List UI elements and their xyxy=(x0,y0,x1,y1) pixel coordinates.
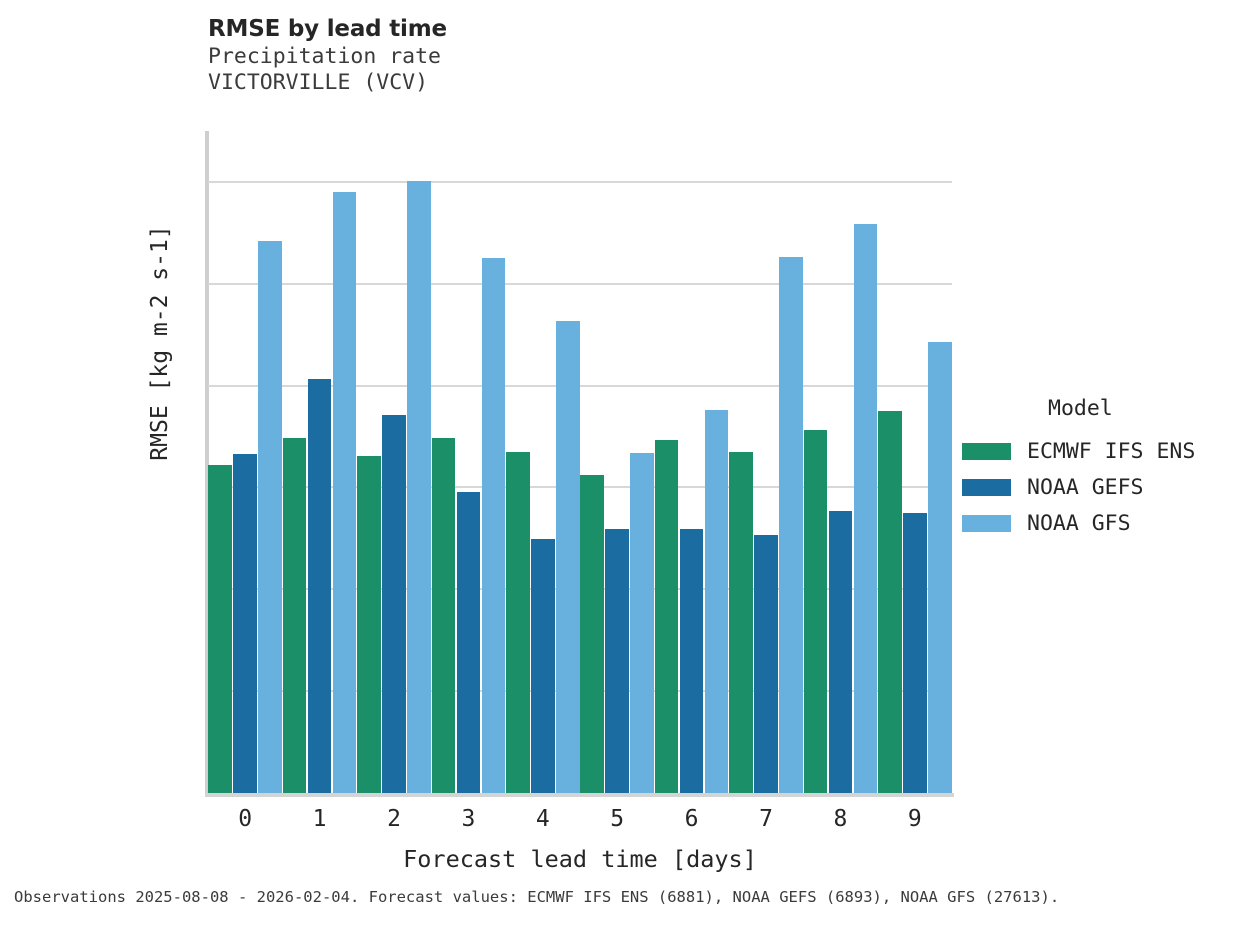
gridline xyxy=(208,384,952,387)
x-tick-label: 8 xyxy=(833,806,848,832)
bar-noaa-gefs-lead-8[interactable] xyxy=(828,510,853,793)
x-tick-label: 9 xyxy=(907,806,922,832)
bar-ecmwf-ifs-ens-lead-0[interactable] xyxy=(208,464,232,793)
bar-ecmwf-ifs-ens-lead-1[interactable] xyxy=(282,437,307,793)
bar-noaa-gefs-lead-7[interactable] xyxy=(754,534,778,793)
y-axis-spine xyxy=(205,131,209,796)
bar-ecmwf-ifs-ens-lead-4[interactable] xyxy=(506,452,530,793)
bar-noaa-gfs-lead-9[interactable] xyxy=(928,342,952,793)
legend-item-ecmwf-ifs-ens[interactable]: ECMWF IFS ENS xyxy=(962,433,1247,469)
title-block: RMSE by lead time Precipitation rate VIC… xyxy=(208,14,968,96)
bar-ecmwf-ifs-ens-lead-7[interactable] xyxy=(729,451,753,793)
x-axis-tick-labels: 0 1 2 3 4 5 6 7 8 9 xyxy=(208,806,952,842)
x-tick-label: 1 xyxy=(312,806,327,832)
bar-noaa-gfs-lead-2[interactable] xyxy=(407,181,431,793)
chart-station-label: VICTORVILLE (VCV) xyxy=(208,70,429,95)
legend: Model ECMWF IFS ENS NOAA GEFS NOAA GFS xyxy=(962,396,1247,541)
chart-subtitle: Precipitation rate xyxy=(208,44,441,69)
page-title: RMSE by lead time xyxy=(208,16,447,42)
footer-caption: Observations 2025-08-08 - 2026-02-04. Fo… xyxy=(14,888,1060,906)
bar-noaa-gefs-lead-4[interactable] xyxy=(531,538,555,793)
legend-item-label: NOAA GFS xyxy=(1027,510,1131,536)
legend-swatch-icon xyxy=(962,514,1011,532)
x-tick-label: 5 xyxy=(610,806,625,832)
bar-ecmwf-ifs-ens-lead-3[interactable] xyxy=(431,437,456,793)
x-tick-label: 2 xyxy=(387,806,401,832)
bar-noaa-gfs-lead-4[interactable] xyxy=(556,320,580,793)
x-tick-label: 0 xyxy=(238,806,253,832)
gridline xyxy=(208,282,952,285)
bar-noaa-gfs-lead-3[interactable] xyxy=(481,258,506,793)
bar-noaa-gefs-lead-2[interactable] xyxy=(382,415,406,793)
bar-noaa-gefs-lead-0[interactable] xyxy=(233,453,257,793)
legend-item-noaa-gefs[interactable]: NOAA GEFS xyxy=(962,469,1247,505)
gridline xyxy=(208,588,952,591)
bar-noaa-gefs-lead-3[interactable] xyxy=(456,492,481,793)
bar-ecmwf-ifs-ens-lead-5[interactable] xyxy=(580,475,604,793)
x-tick-label: 3 xyxy=(461,806,476,832)
x-tick-label: 7 xyxy=(759,806,773,832)
bar-noaa-gefs-lead-6[interactable] xyxy=(679,529,704,793)
legend-item-noaa-gfs[interactable]: NOAA GFS xyxy=(962,505,1247,541)
bar-ecmwf-ifs-ens-lead-9[interactable] xyxy=(878,411,902,793)
bar-ecmwf-ifs-ens-lead-8[interactable] xyxy=(803,429,828,793)
bar-noaa-gfs-lead-8[interactable] xyxy=(853,224,878,793)
bar-noaa-gfs-lead-5[interactable] xyxy=(630,453,654,793)
bar-noaa-gefs-lead-5[interactable] xyxy=(605,528,629,793)
bar-noaa-gefs-lead-1[interactable] xyxy=(307,379,332,793)
bar-ecmwf-ifs-ens-lead-6[interactable] xyxy=(654,440,679,793)
gridline xyxy=(208,180,952,183)
bar-noaa-gfs-lead-0[interactable] xyxy=(258,240,282,793)
x-tick-label: 4 xyxy=(535,806,550,832)
legend-title: Model xyxy=(1048,396,1113,421)
legend-item-label: ECMWF IFS ENS xyxy=(1027,438,1196,464)
bar-noaa-gfs-lead-6[interactable] xyxy=(704,409,729,793)
x-axis-title: Forecast lead time [days] xyxy=(403,845,757,873)
legend-swatch-icon xyxy=(962,478,1011,496)
legend-entries: ECMWF IFS ENS NOAA GEFS NOAA GFS xyxy=(962,433,1247,541)
plot-area xyxy=(208,131,952,793)
bar-noaa-gefs-lead-9[interactable] xyxy=(903,513,927,793)
gridline xyxy=(208,690,952,693)
x-tick-label: 6 xyxy=(684,806,699,832)
bar-noaa-gfs-lead-7[interactable] xyxy=(779,257,803,793)
gridline xyxy=(208,486,952,489)
bar-noaa-gfs-lead-1[interactable] xyxy=(332,192,357,793)
x-axis-spine xyxy=(205,793,954,797)
legend-swatch-icon xyxy=(962,442,1011,460)
legend-item-label: NOAA GEFS xyxy=(1027,474,1144,500)
bar-ecmwf-ifs-ens-lead-2[interactable] xyxy=(357,455,381,793)
y-axis-title: RMSE [kg m-2 s-1] xyxy=(147,225,173,461)
